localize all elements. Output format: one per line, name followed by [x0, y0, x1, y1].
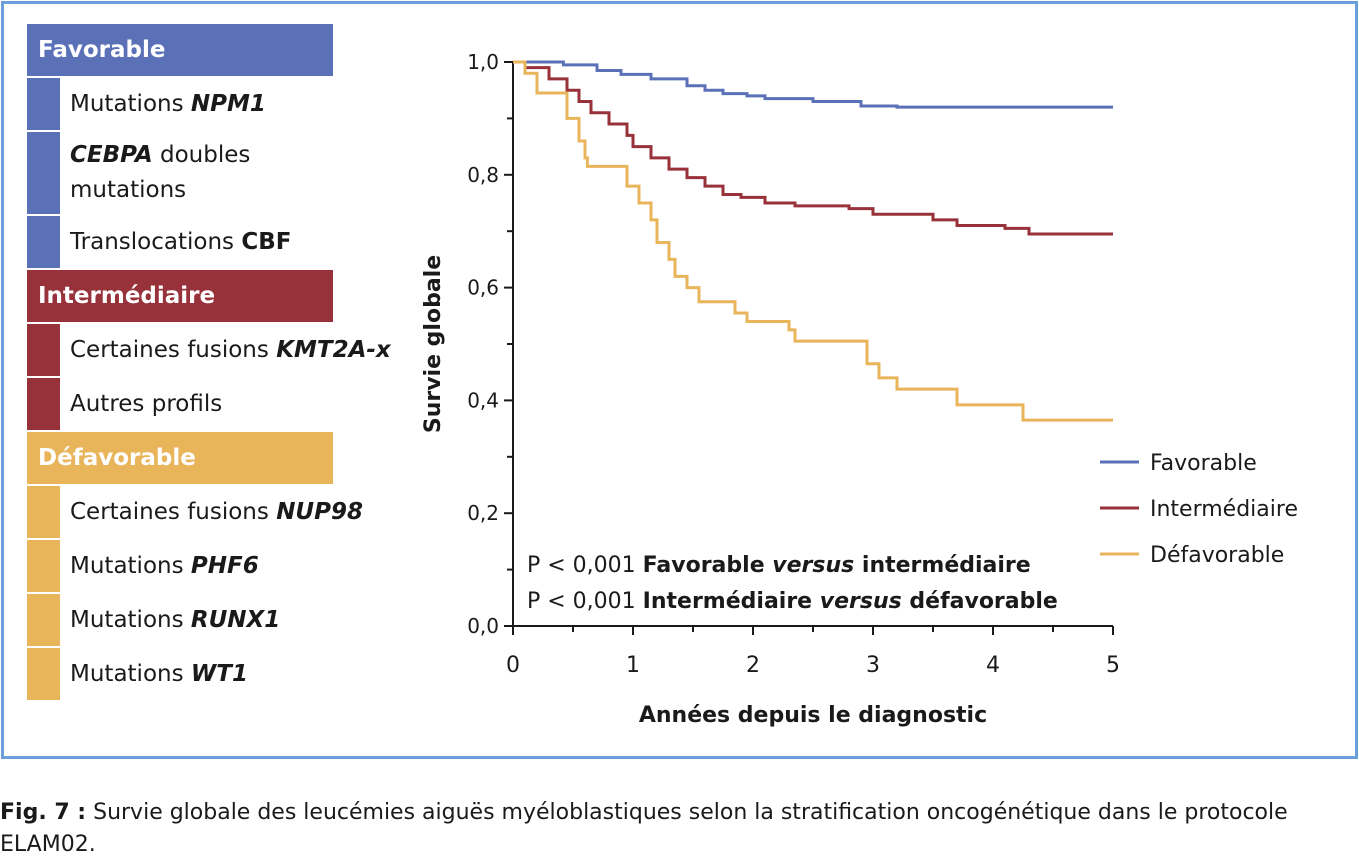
row-color-swatch	[27, 324, 60, 376]
row-label: Translocations CBF	[70, 225, 291, 260]
y-axis-label: Survie globale	[421, 255, 446, 433]
survival-chart: 0,0 0,2 0,4 0,6 0,8 1,0 0 1 2 3 4 5 Années depuis le…	[421, 50, 1298, 728]
row-label-part: CBF	[241, 228, 292, 255]
p-value-annotation: P < 0,001 Intermédiaire versus défavorab…	[527, 589, 1058, 614]
row-label: Certaines fusions KMT2A-x	[70, 333, 391, 368]
row-label-part: Mutations	[70, 552, 191, 579]
row-color-swatch	[27, 594, 60, 646]
legend-label-2: Défavorable	[1150, 543, 1284, 568]
x-tick-label: 3	[866, 653, 880, 678]
group-header-0: Favorable	[27, 24, 333, 76]
y-tick-label: 0,2	[467, 501, 499, 525]
legend-label-0: Favorable	[1150, 451, 1257, 476]
row-label: Mutations WT1	[70, 657, 248, 692]
annotation-part: versus	[820, 589, 902, 614]
y-tick-label: 0,6	[467, 276, 499, 300]
row-label: CEBPA doubles mutations	[70, 138, 250, 208]
row-label: Mutations NPM1	[70, 87, 266, 122]
row-label-part: Certaines fusions	[70, 336, 277, 363]
y-tick-label: 0,0	[467, 614, 499, 638]
x-tick-label: 2	[746, 653, 760, 678]
caption-text: Survie globale des leucémies aiguës myél…	[0, 800, 1288, 857]
row-label-part: PHF6	[190, 552, 259, 579]
caption-label: Fig. 7 :	[0, 800, 87, 825]
figure-frame	[1, 1, 1358, 759]
annotation-part: Intermédiaire	[643, 589, 820, 614]
annotation-part: P < 0,001	[527, 553, 643, 578]
series-line-2	[513, 60, 1113, 422]
row-label-part: Translocations	[70, 228, 242, 255]
row-label-part: NUP98	[276, 498, 363, 525]
row-color-swatch	[27, 648, 60, 700]
p-value-annotation: P < 0,001 Favorable versus intermédiaire	[527, 553, 1031, 578]
row-color-swatch	[27, 540, 60, 592]
row-label: Certaines fusions NUP98	[70, 495, 363, 530]
group-header-2: Défavorable	[27, 432, 333, 484]
x-tick-label: 4	[986, 653, 1000, 678]
row-color-swatch	[27, 132, 60, 214]
row-label-part: doubles	[152, 142, 251, 168]
x-tick-label: 1	[626, 653, 640, 678]
annotation-part: intermédiaire	[854, 553, 1030, 578]
row-label-part: Mutations	[70, 606, 191, 633]
annotation-part: P < 0,001	[527, 589, 643, 614]
series-line-0	[513, 60, 1113, 109]
group-header-1: Intermédiaire	[27, 270, 333, 322]
x-tick-label: 5	[1106, 653, 1120, 678]
row-label-part: CEBPA	[70, 142, 153, 168]
y-tick-label: 1,0	[467, 50, 499, 74]
figure-caption: Fig. 7 : Survie globale des leucémies ai…	[0, 797, 1359, 861]
row-label: Mutations RUNX1	[70, 603, 280, 638]
row-label-part: KMT2A-x	[276, 336, 391, 363]
row-label-part: Autres profils	[70, 390, 223, 417]
y-tick-label: 0,4	[467, 388, 499, 412]
row-color-swatch	[27, 486, 60, 538]
row-label-part: WT1	[190, 660, 248, 687]
row-label-part: Mutations	[70, 90, 191, 117]
x-tick-label: 0	[506, 653, 520, 678]
row-label-part: RUNX1	[190, 606, 281, 633]
legend-label-1: Intermédiaire	[1150, 497, 1298, 522]
row-label-part: NPM1	[190, 90, 266, 117]
series-line-1	[513, 60, 1113, 236]
row-label: Mutations PHF6	[70, 549, 259, 584]
y-tick-label: 0,8	[467, 163, 499, 187]
x-axis-label: Années depuis le diagnostic	[639, 703, 987, 728]
row-color-swatch	[27, 216, 60, 268]
annotation-part: défavorable	[902, 589, 1058, 614]
row-label-part: Certaines fusions	[70, 498, 277, 525]
row-label-part: mutations	[70, 177, 187, 203]
row-color-swatch	[27, 78, 60, 130]
row-label-part: Mutations	[70, 660, 191, 687]
row-color-swatch	[27, 378, 60, 430]
annotation-part: versus	[772, 553, 854, 578]
annotation-part: Favorable	[643, 553, 773, 578]
row-label: Autres profils	[70, 387, 222, 422]
